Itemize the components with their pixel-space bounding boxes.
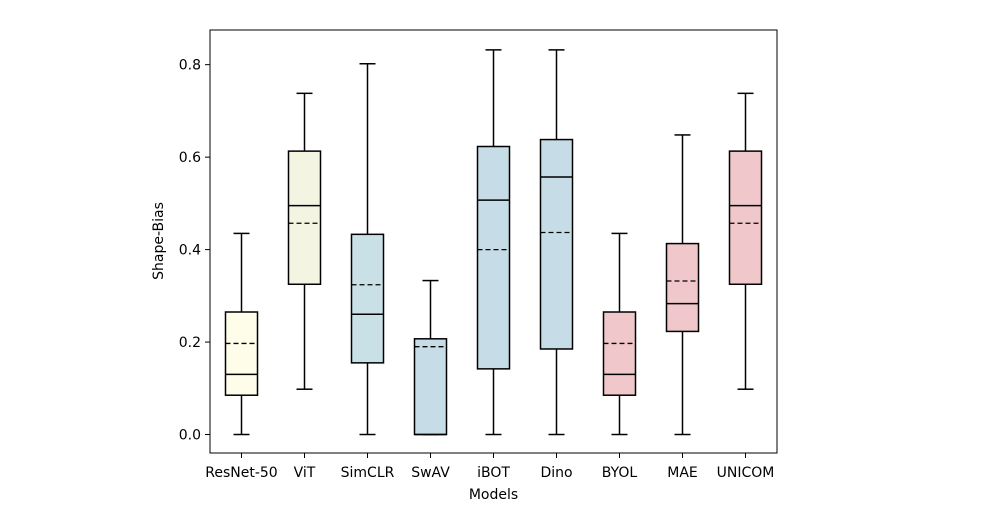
y-axis: 0.0 0.2 0.4 0.6 0.8: [179, 58, 210, 444]
y-tick-label-0: 0.0: [179, 428, 201, 444]
box-body-mae: [665, 242, 700, 333]
x-axis: ResNet-50 ViT SimCLR SwAV iBOT Dino BYOL MAE UNI…: [205, 453, 774, 481]
box-body-unicom: [728, 150, 763, 286]
box-body-dino: [539, 138, 574, 350]
x-tick-label-unicom: UNICOM: [717, 465, 775, 481]
box-vit: [287, 92, 322, 390]
x-tick-label-dino: Dino: [540, 465, 572, 481]
y-tick-label-2: 0.4: [179, 243, 201, 259]
x-tick-label-vit: ViT: [294, 465, 316, 481]
x-axis-label: Models: [469, 487, 518, 503]
box-simclr: [350, 62, 385, 436]
x-tick-label-simclr: SimCLR: [341, 465, 395, 481]
box-body-resnet-50: [224, 311, 259, 396]
y-tick-label-4: 0.8: [179, 58, 201, 74]
box-body-swav: [413, 338, 448, 436]
x-tick-label-byol: BYOL: [602, 465, 638, 481]
box-ibot: [476, 49, 511, 436]
y-tick-label-3: 0.6: [179, 150, 201, 166]
y-tick-label-1: 0.2: [179, 335, 201, 351]
box-byol: [602, 232, 637, 436]
box-swav: [413, 279, 448, 436]
box-body-ibot: [476, 145, 511, 370]
box-body-byol: [602, 311, 637, 396]
x-tick-label-swav: SwAV: [411, 465, 450, 481]
plot-marks: [224, 49, 763, 436]
box-dino: [539, 49, 574, 436]
box-unicom: [728, 92, 763, 390]
x-tick-label-ibot: iBOT: [477, 465, 510, 481]
box-body-simclr: [350, 233, 385, 364]
box-body-vit: [287, 150, 322, 286]
x-tick-label-resnet-50: ResNet-50: [205, 465, 277, 481]
y-axis-label: Shape-Bias: [151, 202, 167, 280]
box-resnet-50: [224, 232, 259, 436]
x-tick-label-mae: MAE: [667, 465, 698, 481]
box-mae: [665, 134, 700, 436]
